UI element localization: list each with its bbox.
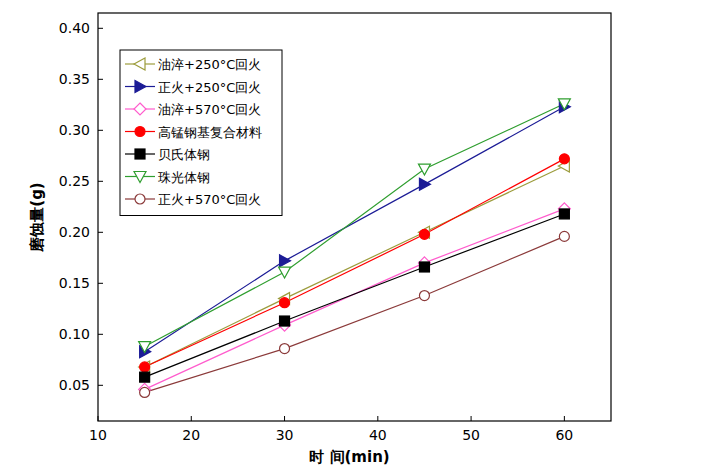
plot-frame xyxy=(98,13,611,421)
data-point xyxy=(280,255,291,267)
legend-marker xyxy=(135,149,145,159)
data-point xyxy=(280,316,290,326)
legend-label: 正火+570°C回火 xyxy=(158,192,261,207)
legend-label: 贝氏体钢 xyxy=(158,147,210,162)
x-tick xyxy=(284,416,285,421)
y-tick xyxy=(98,181,103,182)
legend-marker xyxy=(135,81,146,93)
x-tick xyxy=(471,416,472,421)
legend-label: 油淬+250°C回火 xyxy=(158,57,261,72)
data-point xyxy=(280,298,290,308)
x-tick xyxy=(377,416,378,421)
y-tick xyxy=(98,232,103,233)
y-tick xyxy=(98,283,103,284)
data-point xyxy=(419,229,429,239)
y-tick-label: 0.15 xyxy=(59,275,90,291)
x-tick-label: 10 xyxy=(89,427,107,443)
legend: 油淬+250°C回火正火+250°C回火油淬+570°C回火高锰钢基复合材料贝氏… xyxy=(120,50,282,216)
y-tick xyxy=(98,79,103,80)
legend-label: 正火+250°C回火 xyxy=(158,80,261,95)
data-point xyxy=(140,372,150,382)
y-tick xyxy=(98,334,103,335)
x-tick xyxy=(191,416,192,421)
chart: 10 20 30 40 50 60 0.05 0.10 0.15 0.20 0.25 0.30 0.35… xyxy=(0,0,710,475)
data-point xyxy=(280,344,290,354)
legend-label: 油淬+570°C回火 xyxy=(158,102,261,117)
y-tick xyxy=(98,28,103,29)
data-point xyxy=(419,178,430,190)
x-tick xyxy=(564,416,565,421)
x-tick-label: 60 xyxy=(555,427,573,443)
legend-marker xyxy=(135,194,145,204)
x-tick-label: 20 xyxy=(182,427,200,443)
legend-label: 珠光体钢 xyxy=(158,170,210,185)
y-tick-label: 0.20 xyxy=(59,224,90,240)
x-axis-title: 时 间(min) xyxy=(309,448,389,466)
data-point xyxy=(139,342,151,353)
series-line xyxy=(145,236,565,392)
x-tick-label: 50 xyxy=(462,427,480,443)
data-point xyxy=(559,231,569,241)
legend-marker xyxy=(134,58,145,70)
y-tick xyxy=(98,130,103,131)
legend-marker xyxy=(134,103,146,115)
legend-box xyxy=(120,50,282,216)
y-tick-label: 0.40 xyxy=(59,20,90,36)
x-tick xyxy=(98,416,99,421)
x-tick-label: 30 xyxy=(276,427,294,443)
y-tick-label: 0.10 xyxy=(59,326,90,342)
y-tick-label: 0.25 xyxy=(59,173,90,189)
data-point xyxy=(418,164,430,175)
series-line xyxy=(145,214,565,377)
y-axis-title: 磨蚀量(g) xyxy=(28,182,46,252)
data-point xyxy=(558,99,570,110)
series-line xyxy=(145,166,565,367)
data-point xyxy=(559,154,569,164)
y-tick-label: 0.35 xyxy=(59,71,90,87)
data-point xyxy=(139,361,150,373)
y-tick xyxy=(98,385,103,386)
x-tick-label: 40 xyxy=(369,427,387,443)
data-point xyxy=(279,267,291,278)
data-point xyxy=(419,262,429,272)
data-point xyxy=(559,209,569,219)
data-point xyxy=(140,387,150,397)
legend-marker xyxy=(135,127,145,137)
series-line xyxy=(145,209,565,390)
y-tick-label: 0.05 xyxy=(59,377,90,393)
data-point xyxy=(140,362,150,372)
y-tick-label: 0.30 xyxy=(59,122,90,138)
data-point xyxy=(419,291,429,301)
legend-marker xyxy=(134,172,146,183)
legend-label: 高锰钢基复合材料 xyxy=(158,125,262,140)
